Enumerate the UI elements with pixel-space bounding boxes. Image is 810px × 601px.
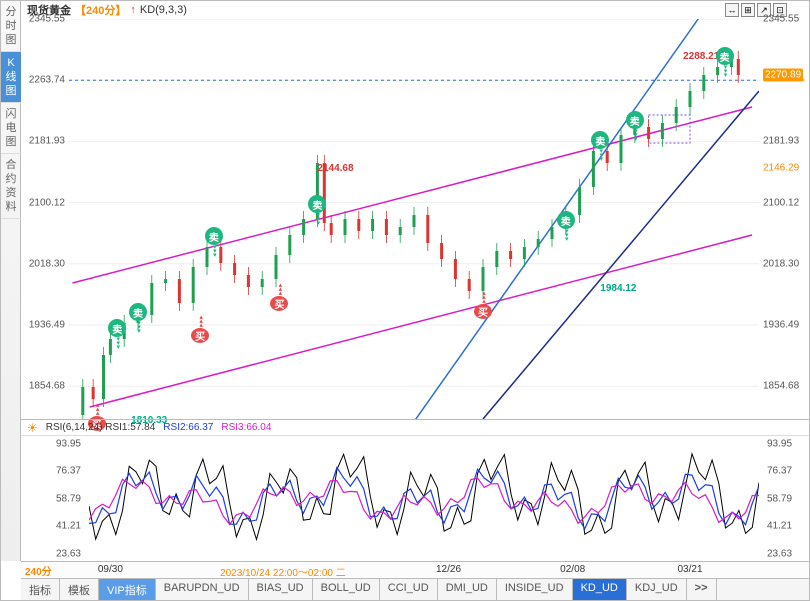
sidebar-item-2[interactable]: 闪电图 — [1, 103, 21, 154]
indicator-tab-3[interactable]: BARUPDN_UD — [156, 579, 249, 600]
xaxis-period: 240分 — [25, 563, 52, 578]
yaxis-right-label: 2146.29 — [763, 163, 799, 174]
sidebar-item-3[interactable]: 合约资料 — [1, 154, 21, 219]
xaxis-label: 12/26 — [436, 564, 461, 575]
indicator-tab-9[interactable]: KD_UD — [573, 579, 627, 600]
sub-yaxis-label: 76.37 — [759, 466, 792, 477]
chart-period: 【240分】 — [75, 2, 126, 18]
xaxis-label: 02/08 — [560, 564, 585, 575]
sub-yaxis-label: 41.21 — [759, 521, 792, 532]
yaxis-right-label: 2018.30 — [763, 258, 799, 269]
main-price-chart[interactable]: 2288.212144.681984.121810.33 买▴▴▴卖▾▾▾卖▾▾… — [69, 19, 759, 419]
yaxis-left-label: 2181.93 — [29, 136, 65, 147]
yaxis-right-label: 2181.93 — [763, 136, 799, 147]
sub-yaxis-label: 58.79 — [759, 493, 792, 504]
sidebar-item-0[interactable]: 分时图 — [1, 1, 21, 52]
xaxis-label: 09/30 — [98, 564, 123, 575]
xaxis-label: 2023/10/24 22:00～02:00 二 — [220, 564, 346, 579]
indicator-tab-7[interactable]: DMI_UD — [438, 579, 497, 600]
yaxis-left-label: 1854.68 — [29, 381, 65, 392]
indicator-tab-1[interactable]: 模板 — [60, 579, 99, 600]
yaxis-left-label: 2100.12 — [29, 197, 65, 208]
sub-yaxis-label: 76.37 — [56, 466, 89, 477]
sub-yaxis-label: 93.95 — [56, 438, 89, 449]
indicator-tab-11[interactable]: >> — [687, 579, 717, 600]
yaxis-left-label: 2263.74 — [29, 75, 65, 86]
yaxis-left-label: 2345.55 — [29, 14, 65, 25]
yaxis-right-label: 2270.89 — [763, 69, 803, 82]
sidebar-item-1[interactable]: K线图 — [1, 52, 21, 103]
indicator-tab-2[interactable]: VIP指标 — [99, 579, 156, 600]
sub-yaxis-label: 41.21 — [56, 521, 89, 532]
indicator-tab-4[interactable]: BIAS_UD — [249, 579, 313, 600]
header-tool-icon-1[interactable]: ⊞ — [741, 3, 755, 17]
indicator-tab-8[interactable]: INSIDE_UD — [497, 579, 573, 600]
yaxis-right-label: 2100.12 — [763, 197, 799, 208]
rsi-chart[interactable]: 93.9593.9576.3776.3758.7958.7941.2141.21… — [89, 436, 759, 561]
indicator-tab-0[interactable]: 指标 — [21, 579, 60, 600]
kd-indicator-label: KD(9,3,3) — [140, 4, 187, 16]
indicator-tab-6[interactable]: CCI_UD — [380, 579, 438, 600]
sub-yaxis-label: 58.79 — [56, 493, 89, 504]
indicator-tab-10[interactable]: KDJ_UD — [627, 579, 687, 600]
rsi2-label: RSI2:66.37 — [163, 422, 213, 433]
trend-arrow-icon: ↑ — [130, 4, 136, 16]
indicator-tab-5[interactable]: BOLL_UD — [313, 579, 380, 600]
yaxis-left-label: 1936.49 — [29, 320, 65, 331]
sub-yaxis-label: 93.95 — [759, 438, 792, 449]
yaxis-left-label: 2018.30 — [29, 258, 65, 269]
yaxis-right-label: 2345.55 — [763, 14, 799, 25]
header-tool-icon-0[interactable]: ↔ — [725, 3, 739, 17]
sun-icon: ☀ — [27, 421, 38, 435]
rsi3-label: RSI3:66.04 — [221, 422, 271, 433]
xaxis-label: 03/21 — [677, 564, 702, 575]
yaxis-right-label: 1854.68 — [763, 381, 799, 392]
rsi-label: RSI(6,14,24) RSI1:57.84 — [46, 422, 156, 433]
sub-yaxis-label: 23.63 — [759, 548, 792, 559]
sub-yaxis-label: 23.63 — [56, 548, 89, 559]
yaxis-right-label: 1936.49 — [763, 320, 799, 331]
